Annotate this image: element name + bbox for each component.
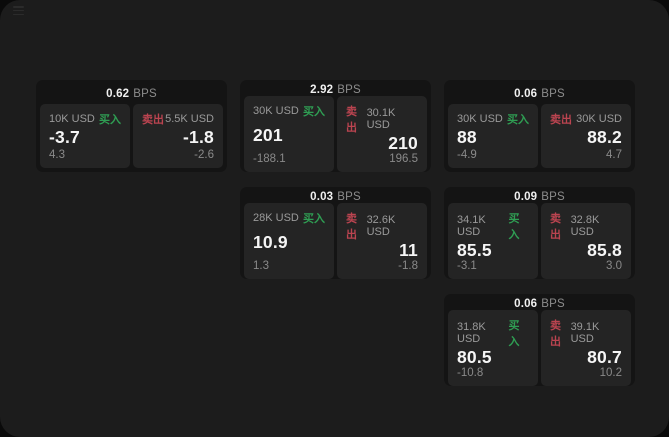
bps-unit-label: BPS: [337, 191, 361, 203]
sell-price: 80.7: [587, 347, 622, 367]
bps-value: 2.92: [310, 84, 334, 96]
buy-side-tag: 买入: [508, 213, 520, 241]
sell-amount: 39.1K USD: [570, 321, 600, 345]
sell-delta: 196.5: [389, 152, 418, 165]
buy-price: 80.5: [457, 347, 492, 367]
quote-card[interactable]: 0.62 BPS 10K USD 买入 -3.7 4.3 卖出 5.5K USD…: [36, 80, 227, 172]
quote-card[interactable]: 0.03 BPS 28K USD 买入 10.9 1.3 卖出 32.6K US…: [240, 187, 431, 279]
buy-panel[interactable]: 34.1K USD 买入 85.5 -3.1: [448, 203, 538, 279]
sell-price: 85.8: [587, 240, 622, 260]
buy-amount: 28K USD: [253, 212, 299, 224]
bps-unit-label: BPS: [541, 88, 565, 100]
card-header: 0.62 BPS: [40, 84, 223, 104]
buy-delta: -4.9: [457, 149, 477, 161]
buy-delta: -3.1: [457, 259, 477, 272]
bps-unit-label: BPS: [541, 191, 565, 203]
quote-card[interactable]: 2.92 BPS 30K USD 买入 201 -188.1 卖出 30.1K …: [240, 80, 431, 172]
bps-unit-label: BPS: [541, 298, 565, 310]
buy-panel[interactable]: 28K USD 买入 10.9 1.3: [244, 203, 334, 279]
sell-side-tag: 卖出: [550, 320, 561, 348]
bps-value: 0.09: [514, 191, 538, 203]
sell-price: -1.8: [183, 127, 214, 148]
sell-side-tag: 卖出: [142, 114, 164, 126]
buy-amount: 10K USD: [49, 113, 95, 125]
buy-side-tag: 买入: [303, 213, 325, 225]
buy-amount: 34.1K USD: [457, 214, 486, 238]
card-header: 0.06 BPS: [448, 84, 631, 104]
buy-delta: -188.1: [253, 152, 286, 165]
sell-delta: 4.7: [606, 149, 622, 161]
bps-value: 0.03: [310, 191, 334, 203]
card-header: 0.09 BPS: [448, 191, 631, 203]
buy-amount: 30K USD: [457, 113, 503, 125]
bps-value: 0.06: [514, 298, 538, 310]
buy-price: 85.5: [457, 240, 492, 260]
quote-card[interactable]: 0.06 BPS 31.8K USD 买入 80.5 -10.8 卖出 39.1…: [444, 294, 635, 386]
menu-icon[interactable]: [13, 6, 24, 15]
buy-price: -3.7: [49, 127, 80, 148]
card-header: 0.03 BPS: [244, 191, 427, 203]
bps-unit-label: BPS: [337, 84, 361, 96]
sell-delta: 3.0: [606, 259, 622, 272]
buy-delta: 1.3: [253, 259, 269, 272]
sell-price: 11: [399, 240, 418, 260]
buy-amount: 31.8K USD: [457, 321, 486, 345]
buy-panel[interactable]: 30K USD 买入 88 -4.9: [448, 104, 538, 168]
sell-delta: -1.8: [398, 259, 418, 272]
sell-panel[interactable]: 卖出 30K USD 88.2 4.7: [541, 104, 631, 168]
sell-amount: 30K USD: [576, 113, 622, 125]
buy-delta: 4.3: [49, 149, 65, 161]
sell-amount: 30.1K USD: [366, 107, 396, 131]
sell-side-tag: 卖出: [346, 106, 357, 134]
buy-price: 201: [253, 125, 283, 145]
sell-amount: 5.5K USD: [165, 113, 214, 125]
buy-side-tag: 买入: [99, 114, 121, 126]
buy-price: 10.9: [253, 232, 288, 252]
sell-delta: -2.6: [194, 149, 214, 161]
sell-side-tag: 卖出: [346, 213, 357, 241]
sell-panel[interactable]: 卖出 32.8K USD 85.8 3.0: [541, 203, 631, 279]
sell-side-tag: 卖出: [550, 114, 572, 126]
quote-card[interactable]: 0.09 BPS 34.1K USD 买入 85.5 -3.1 卖出 32.8K…: [444, 187, 635, 279]
sell-side-tag: 卖出: [550, 213, 561, 241]
sell-amount: 32.8K USD: [570, 214, 600, 238]
buy-side-tag: 买入: [508, 320, 520, 348]
sell-panel[interactable]: 卖出 39.1K USD 80.7 10.2: [541, 310, 631, 386]
buy-panel[interactable]: 30K USD 买入 201 -188.1: [244, 96, 334, 172]
sell-panel[interactable]: 卖出 5.5K USD -1.8 -2.6: [133, 104, 223, 168]
sell-delta: 10.2: [599, 366, 622, 379]
sell-panel[interactable]: 卖出 30.1K USD 210 196.5: [337, 96, 427, 172]
buy-panel[interactable]: 10K USD 买入 -3.7 4.3: [40, 104, 130, 168]
sell-panel[interactable]: 卖出 32.6K USD 11 -1.8: [337, 203, 427, 279]
quote-card-grid: 0.62 BPS 10K USD 买入 -3.7 4.3 卖出 5.5K USD…: [36, 80, 635, 386]
buy-price: 88: [457, 127, 477, 148]
buy-panel[interactable]: 31.8K USD 买入 80.5 -10.8: [448, 310, 538, 386]
sell-price: 88.2: [587, 127, 622, 148]
quote-card[interactable]: 0.06 BPS 30K USD 买入 88 -4.9 卖出 30K USD 8…: [444, 80, 635, 172]
buy-amount: 30K USD: [253, 105, 299, 117]
bps-value: 0.62: [106, 88, 130, 100]
bps-unit-label: BPS: [133, 88, 157, 100]
card-header: 0.06 BPS: [448, 298, 631, 310]
bps-value: 0.06: [514, 88, 538, 100]
buy-side-tag: 买入: [507, 114, 529, 126]
sell-price: 210: [388, 133, 418, 153]
sell-amount: 32.6K USD: [366, 214, 396, 238]
card-header: 2.92 BPS: [244, 84, 427, 96]
buy-delta: -10.8: [457, 366, 484, 379]
buy-side-tag: 买入: [303, 106, 325, 118]
